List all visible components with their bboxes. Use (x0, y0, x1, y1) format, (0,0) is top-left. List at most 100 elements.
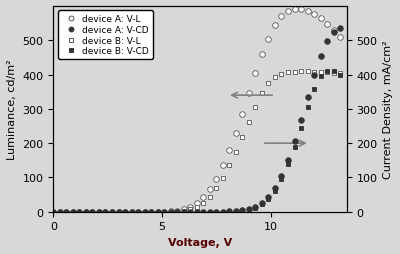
device A: V-L: (9.6, 460): V-L: (9.6, 460) (260, 53, 264, 56)
device A: V-L: (2.1, 0): V-L: (2.1, 0) (96, 210, 101, 213)
device B: V-L: (5.7, 1): V-L: (5.7, 1) (175, 210, 180, 213)
device A: V-CD: (6, 0): V-CD: (6, 0) (181, 210, 186, 213)
device A: V-L: (7.5, 95): V-L: (7.5, 95) (214, 178, 219, 181)
device B: V-L: (12.9, 405): V-L: (12.9, 405) (331, 72, 336, 75)
device B: V-L: (0.9, 0): V-L: (0.9, 0) (70, 210, 75, 213)
device A: V-L: (6.6, 25): V-L: (6.6, 25) (194, 202, 199, 205)
device B: V-CD: (12.9, 410): V-CD: (12.9, 410) (331, 70, 336, 73)
device A: V-L: (0.9, 0): V-L: (0.9, 0) (70, 210, 75, 213)
device B: V-L: (10.2, 393): V-L: (10.2, 393) (272, 76, 277, 79)
device A: V-L: (1.8, 0): V-L: (1.8, 0) (90, 210, 95, 213)
device B: V-CD: (2.7, 0): V-CD: (2.7, 0) (110, 210, 114, 213)
device B: V-CD: (4.2, 0): V-CD: (4.2, 0) (142, 210, 147, 213)
device A: V-CD: (7.5, 0): V-CD: (7.5, 0) (214, 210, 219, 213)
device A: V-CD: (10.8, 150): V-CD: (10.8, 150) (286, 159, 290, 162)
device A: V-CD: (9.3, 14): V-CD: (9.3, 14) (253, 206, 258, 209)
device A: V-CD: (4.5, 0): V-CD: (4.5, 0) (149, 210, 154, 213)
device B: V-L: (3.3, 0): V-L: (3.3, 0) (123, 210, 128, 213)
device A: V-L: (6, 7): V-L: (6, 7) (181, 208, 186, 211)
device B: V-CD: (12.3, 395): V-CD: (12.3, 395) (318, 75, 323, 78)
device A: V-L: (3, 0): V-L: (3, 0) (116, 210, 121, 213)
device A: V-L: (5.1, 0): V-L: (5.1, 0) (162, 210, 166, 213)
device B: V-L: (7.5, 68): V-L: (7.5, 68) (214, 187, 219, 190)
device B: V-CD: (6, 0): V-CD: (6, 0) (181, 210, 186, 213)
device B: V-CD: (3.6, 0): V-CD: (3.6, 0) (129, 210, 134, 213)
device A: V-L: (2.7, 0): V-L: (2.7, 0) (110, 210, 114, 213)
device A: V-CD: (2.4, 0): V-CD: (2.4, 0) (103, 210, 108, 213)
device A: V-L: (8.1, 180): V-L: (8.1, 180) (227, 149, 232, 152)
device B: V-CD: (0, 0): V-CD: (0, 0) (51, 210, 56, 213)
device B: V-L: (5.4, 0): V-L: (5.4, 0) (168, 210, 173, 213)
device B: V-L: (0.3, 0): V-L: (0.3, 0) (58, 210, 62, 213)
device A: V-L: (3.3, 0): V-L: (3.3, 0) (123, 210, 128, 213)
device B: V-CD: (3, 0): V-CD: (3, 0) (116, 210, 121, 213)
device B: V-CD: (4.5, 0): V-CD: (4.5, 0) (149, 210, 154, 213)
device B: V-L: (8.7, 218): V-L: (8.7, 218) (240, 136, 245, 139)
device A: V-CD: (6.9, 0): V-CD: (6.9, 0) (201, 210, 206, 213)
device A: V-CD: (3.6, 0): V-CD: (3.6, 0) (129, 210, 134, 213)
device B: V-L: (3, 0): V-L: (3, 0) (116, 210, 121, 213)
device A: V-CD: (11.4, 268): V-CD: (11.4, 268) (299, 119, 304, 122)
device A: V-CD: (8.4, 2): V-CD: (8.4, 2) (234, 210, 238, 213)
device A: V-CD: (2.1, 0): V-CD: (2.1, 0) (96, 210, 101, 213)
device B: V-CD: (12, 358): V-CD: (12, 358) (312, 88, 316, 91)
device A: V-L: (5.7, 3): V-L: (5.7, 3) (175, 209, 180, 212)
device B: V-CD: (9.3, 12): V-CD: (9.3, 12) (253, 206, 258, 209)
device B: V-L: (3.9, 0): V-L: (3.9, 0) (136, 210, 140, 213)
device B: V-L: (3.6, 0): V-L: (3.6, 0) (129, 210, 134, 213)
device A: V-L: (1.2, 0): V-L: (1.2, 0) (77, 210, 82, 213)
device A: V-CD: (8.1, 1): V-CD: (8.1, 1) (227, 210, 232, 213)
device A: V-CD: (1.8, 0): V-CD: (1.8, 0) (90, 210, 95, 213)
device B: V-L: (2.7, 0): V-L: (2.7, 0) (110, 210, 114, 213)
device B: V-CD: (0.6, 0): V-CD: (0.6, 0) (64, 210, 69, 213)
device A: V-CD: (3.3, 0): V-CD: (3.3, 0) (123, 210, 128, 213)
device B: V-L: (11.7, 409): V-L: (11.7, 409) (305, 71, 310, 74)
device B: V-L: (12.3, 407): V-L: (12.3, 407) (318, 71, 323, 74)
device A: V-L: (4.5, 0): V-L: (4.5, 0) (149, 210, 154, 213)
device B: V-L: (10.8, 407): V-L: (10.8, 407) (286, 71, 290, 74)
device B: V-L: (8.4, 175): V-L: (8.4, 175) (234, 151, 238, 154)
device A: V-L: (2.4, 0): V-L: (2.4, 0) (103, 210, 108, 213)
device A: V-CD: (6.6, 0): V-CD: (6.6, 0) (194, 210, 199, 213)
device A: V-CD: (10.5, 105): V-CD: (10.5, 105) (279, 174, 284, 178)
device B: V-L: (1.8, 0): V-L: (1.8, 0) (90, 210, 95, 213)
device B: V-CD: (2.4, 0): V-CD: (2.4, 0) (103, 210, 108, 213)
device A: V-CD: (7.2, 0): V-CD: (7.2, 0) (207, 210, 212, 213)
device A: V-L: (3.6, 0): V-L: (3.6, 0) (129, 210, 134, 213)
device A: V-CD: (1.5, 0): V-CD: (1.5, 0) (84, 210, 88, 213)
device A: V-CD: (3, 0): V-CD: (3, 0) (116, 210, 121, 213)
device B: V-CD: (3.9, 0): V-CD: (3.9, 0) (136, 210, 140, 213)
device B: V-L: (11.4, 409): V-L: (11.4, 409) (299, 71, 304, 74)
device B: V-CD: (7.2, 0): V-CD: (7.2, 0) (207, 210, 212, 213)
device A: V-CD: (12.3, 455): V-CD: (12.3, 455) (318, 55, 323, 58)
device B: V-CD: (12.6, 410): V-CD: (12.6, 410) (325, 70, 330, 73)
device A: V-CD: (0.6, 0): V-CD: (0.6, 0) (64, 210, 69, 213)
device B: V-CD: (3.3, 0): V-CD: (3.3, 0) (123, 210, 128, 213)
device A: V-L: (7.8, 135): V-L: (7.8, 135) (220, 164, 225, 167)
device B: V-L: (9.3, 305): V-L: (9.3, 305) (253, 106, 258, 109)
device A: V-CD: (6.3, 0): V-CD: (6.3, 0) (188, 210, 193, 213)
device B: V-L: (0.6, 0): V-L: (0.6, 0) (64, 210, 69, 213)
device B: V-CD: (4.8, 0): V-CD: (4.8, 0) (155, 210, 160, 213)
X-axis label: Voltage, V: Voltage, V (168, 237, 232, 247)
device A: V-CD: (9.6, 25): V-CD: (9.6, 25) (260, 202, 264, 205)
device A: V-CD: (5.1, 0): V-CD: (5.1, 0) (162, 210, 166, 213)
Line: device A: V-CD: device A: V-CD (50, 26, 343, 215)
device A: V-CD: (4.8, 0): V-CD: (4.8, 0) (155, 210, 160, 213)
Line: device B: V-L: device B: V-L (51, 70, 342, 214)
device B: V-CD: (10.8, 138): V-CD: (10.8, 138) (286, 163, 290, 166)
Y-axis label: Current Density, mA/cm²: Current Density, mA/cm² (383, 40, 393, 179)
device B: V-CD: (6.3, 0): V-CD: (6.3, 0) (188, 210, 193, 213)
device A: V-CD: (2.7, 0): V-CD: (2.7, 0) (110, 210, 114, 213)
device B: V-L: (6, 3): V-L: (6, 3) (181, 209, 186, 212)
device B: V-CD: (11.7, 305): V-CD: (11.7, 305) (305, 106, 310, 109)
device B: V-CD: (1.2, 0): V-CD: (1.2, 0) (77, 210, 82, 213)
device B: V-CD: (7.8, 0): V-CD: (7.8, 0) (220, 210, 225, 213)
device B: V-L: (13.2, 404): V-L: (13.2, 404) (338, 72, 342, 75)
device B: V-CD: (10.2, 62): V-CD: (10.2, 62) (272, 189, 277, 192)
device A: V-L: (9, 345): V-L: (9, 345) (246, 92, 251, 96)
device A: V-CD: (4.2, 0): V-CD: (4.2, 0) (142, 210, 147, 213)
device B: V-L: (1.5, 0): V-L: (1.5, 0) (84, 210, 88, 213)
device B: V-CD: (10.5, 95): V-CD: (10.5, 95) (279, 178, 284, 181)
device A: V-L: (4.2, 0): V-L: (4.2, 0) (142, 210, 147, 213)
